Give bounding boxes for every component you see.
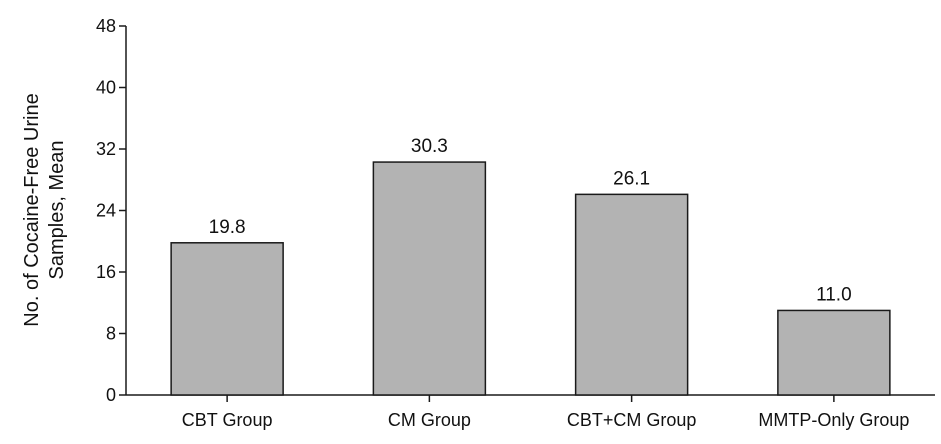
y-tick-label: 16: [96, 262, 116, 282]
bar: [372, 161, 487, 396]
y-tick-label: 48: [96, 16, 116, 36]
y-axis-title-line-2: Samples, Mean: [46, 141, 68, 280]
data-label: 11.0: [816, 284, 852, 305]
data-label: 19.8: [209, 217, 246, 238]
y-tick-label: 32: [96, 139, 116, 159]
bar: [170, 242, 284, 396]
y-axis-title: No. of Cocaine-Free Urine Samples, Mean: [21, 93, 68, 326]
bars: [170, 161, 891, 396]
x-tick-label: CM Group: [388, 410, 471, 430]
x-tick-label: CBT Group: [182, 410, 273, 430]
labels: CBT Group 19.8 CM Group 30.3 CBT+CM Group 26.…: [182, 136, 910, 430]
data-label: 26.1: [613, 168, 650, 189]
bar: [574, 193, 689, 396]
x-tick-label: CBT+CM Group: [567, 410, 697, 430]
y-tick-label: 8: [106, 324, 116, 344]
bar: [777, 309, 891, 396]
y-tick-label: 40: [96, 78, 116, 98]
y-axis-title-line-1: No. of Cocaine-Free Urine: [21, 93, 43, 326]
y-tick-label: 0: [106, 385, 116, 405]
data-label: 30.3: [411, 136, 448, 157]
x-tick-label: MMTP-Only Group: [758, 410, 909, 430]
y-tick-label: 24: [96, 201, 116, 221]
